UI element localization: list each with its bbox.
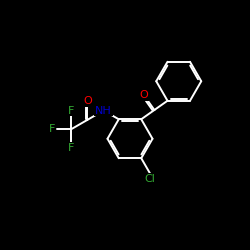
Text: F: F — [49, 124, 55, 134]
Text: F: F — [68, 106, 74, 116]
Text: NH: NH — [95, 106, 112, 116]
Text: O: O — [83, 96, 92, 106]
Text: Cl: Cl — [145, 174, 156, 184]
Text: F: F — [68, 143, 74, 153]
Text: O: O — [140, 90, 148, 100]
